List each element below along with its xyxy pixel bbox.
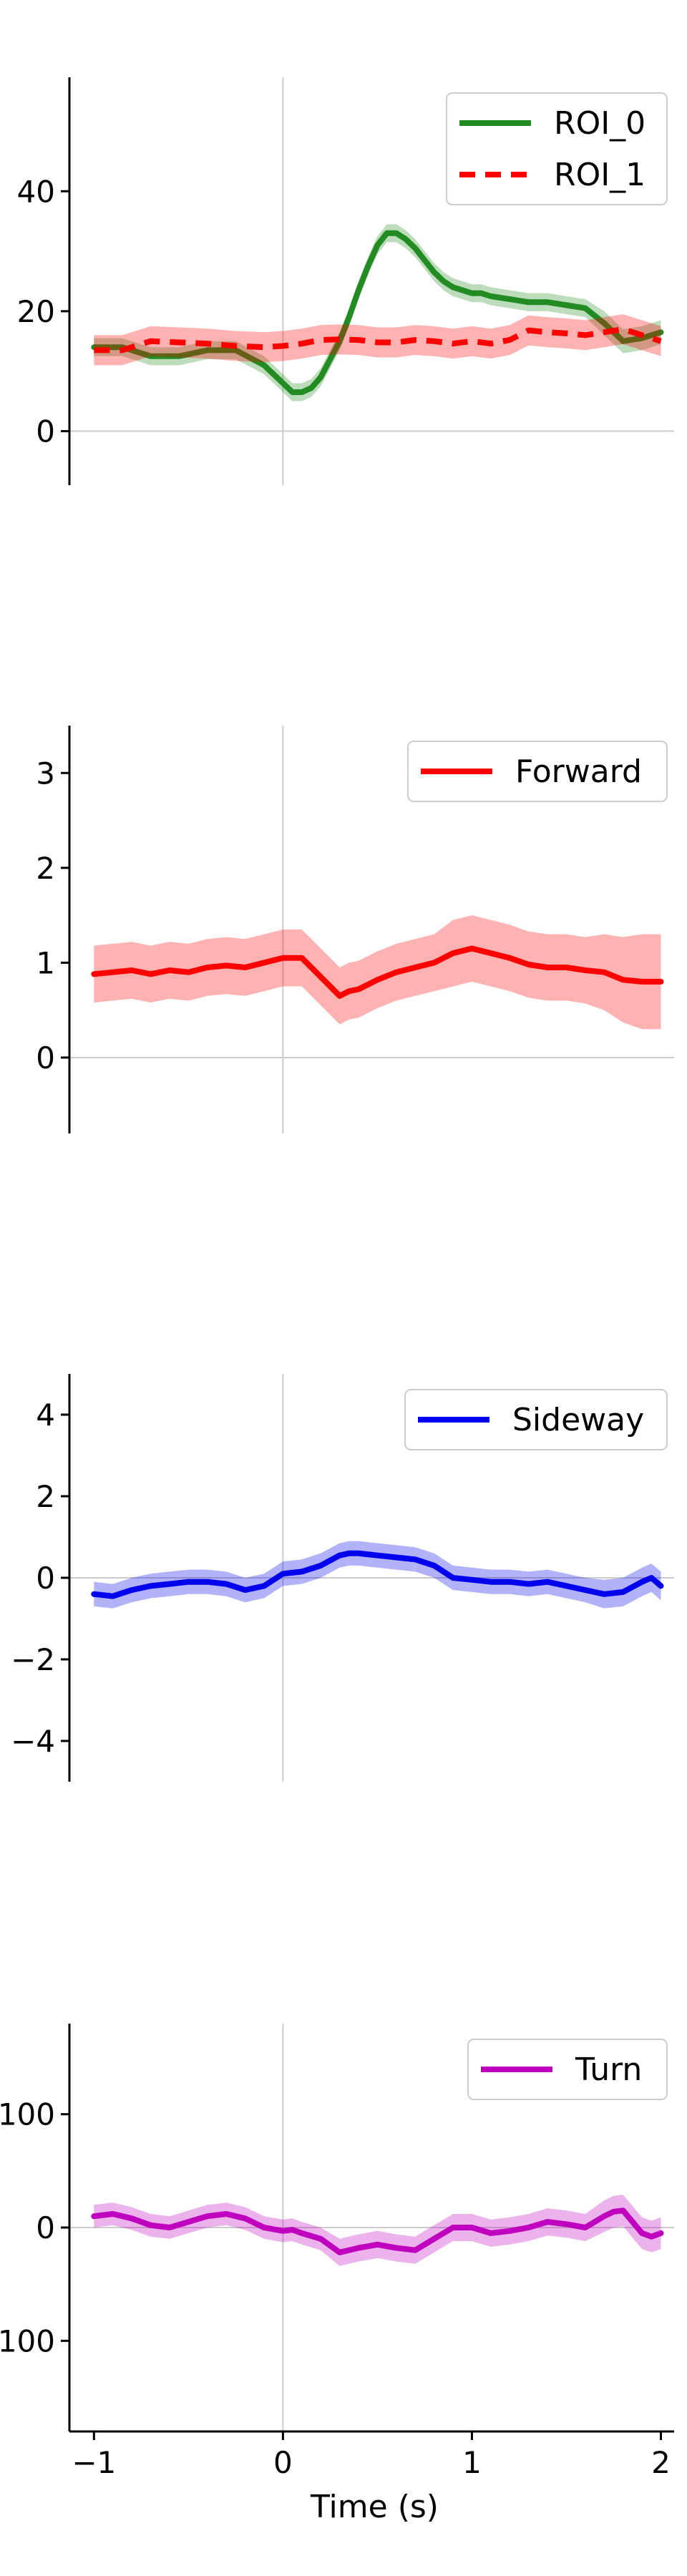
x-tick-label: −1	[72, 2445, 116, 2480]
legend-frame	[404, 1389, 668, 1450]
error-band-turn	[94, 2195, 661, 2266]
legend: Turn	[467, 2039, 668, 2100]
chart-panel-sideway: −4 −2 0 2 4 Sideway	[11, 1374, 674, 1782]
legend-label-turn: Turn	[575, 2051, 642, 2088]
y-tick-label: 4	[36, 1397, 55, 1433]
legend-label-forward: Forward	[515, 753, 642, 790]
series-line-forward	[91, 945, 664, 999]
chart-panel-rois: 0 20 40 ROI_0 ROI_1	[17, 77, 674, 485]
y-tick-label: −4	[11, 1724, 55, 1759]
y-tick-label: 0	[36, 414, 55, 449]
x-tick-label: 1	[462, 2445, 482, 2480]
y-tick-label: 0	[36, 1561, 55, 1596]
y-tick-label: 1	[36, 945, 55, 980]
error-band-roi_0	[94, 224, 661, 401]
y-tick-label: 0	[36, 2210, 55, 2245]
legend-label-sideway: Sideway	[512, 1402, 644, 1438]
series-line-turn	[91, 2207, 664, 2255]
y-tick-label: 100	[0, 2097, 55, 2132]
legend-label-roi_0: ROI_0	[554, 105, 645, 142]
legend-frame	[467, 2039, 668, 2100]
x-tick-label: 2	[651, 2445, 671, 2480]
x-axis-title: Time (s)	[310, 2489, 439, 2525]
legend: ROI_0 ROI_1	[446, 92, 668, 205]
y-tick-label: −2	[11, 1642, 55, 1677]
series-line-roi_0	[91, 230, 664, 396]
legend: Forward	[407, 741, 668, 802]
chart-panel-turn: 100 0 100 −1 0 1 2 Time (s) Turn	[0, 2024, 674, 2525]
legend-label-roi_1: ROI_1	[554, 157, 645, 193]
error-band-forward	[94, 915, 661, 1030]
series-line-sideway	[91, 1550, 664, 1599]
y-tick-label: 40	[17, 174, 55, 209]
y-tick-label: 2	[36, 851, 55, 886]
error-band-sideway	[94, 1541, 661, 1609]
y-tick-label: 100	[0, 2323, 55, 2358]
series-line-roi_1	[94, 326, 662, 353]
y-tick-label: 0	[36, 1040, 55, 1075]
chart-panel-forward: 0 1 2 3 Forward	[36, 726, 674, 1133]
y-tick-label: 2	[36, 1479, 55, 1514]
y-tick-label: 3	[36, 756, 55, 791]
legend-frame	[407, 741, 668, 802]
y-tick-label: 20	[17, 294, 55, 329]
x-tick-label: 0	[273, 2445, 293, 2480]
legend: Sideway	[404, 1389, 668, 1450]
